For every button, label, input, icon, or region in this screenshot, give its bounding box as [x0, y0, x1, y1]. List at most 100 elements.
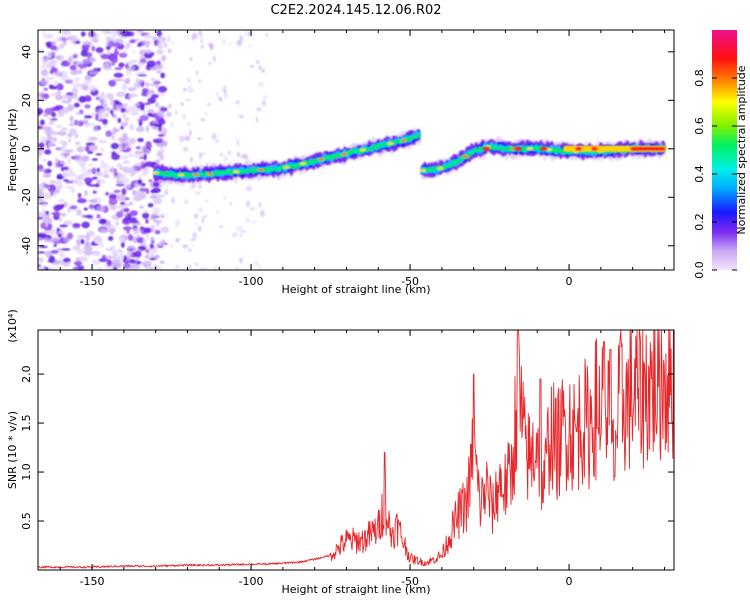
noise-blob	[135, 80, 144, 83]
noise-blob	[156, 70, 162, 74]
noise-blob	[126, 229, 130, 234]
noise-blob	[133, 82, 142, 89]
noise-blob	[69, 205, 78, 210]
snr-y-tick-label: 1.5	[20, 414, 33, 432]
noise-blob	[136, 222, 142, 226]
noise-blob	[91, 37, 100, 43]
noise-blob	[84, 104, 91, 109]
noise-blob	[63, 201, 68, 208]
noise-blob	[103, 112, 110, 118]
noise-blob	[129, 137, 135, 144]
noise-blob	[63, 149, 74, 153]
noise-blob	[145, 218, 149, 224]
noise-blob	[77, 209, 82, 216]
noise-blob	[240, 230, 247, 233]
noise-blob	[65, 185, 73, 189]
noise-blob	[139, 192, 146, 200]
noise-blob	[43, 87, 49, 91]
noise-blob	[239, 233, 243, 237]
noise-blob	[53, 180, 63, 185]
noise-blob	[144, 161, 155, 167]
noise-blob	[120, 147, 128, 150]
noise-blob	[135, 146, 141, 150]
noise-blob	[116, 193, 127, 200]
noise-blob	[142, 260, 152, 268]
noise-blob	[150, 94, 159, 99]
noise-blob	[167, 35, 171, 43]
noise-blob	[121, 187, 127, 196]
noise-blob	[100, 30, 110, 34]
noise-blob	[38, 192, 45, 198]
noise-blob	[114, 67, 123, 71]
ridge-mark	[415, 134, 421, 138]
noise-blob	[181, 113, 187, 120]
ridge-core	[257, 168, 264, 172]
noise-blob	[198, 152, 202, 159]
noise-blob	[117, 247, 122, 254]
noise-blob	[156, 30, 162, 37]
noise-blob	[115, 220, 120, 226]
noise-blob	[62, 141, 68, 147]
noise-blob	[149, 243, 154, 249]
noise-blob	[91, 158, 99, 161]
noise-blob	[128, 93, 138, 98]
colorbar-tick-label: 0.0	[693, 261, 706, 279]
noise-blob	[58, 36, 67, 41]
noise-blob	[43, 239, 53, 243]
noise-blob	[128, 152, 135, 158]
noise-blob	[70, 186, 75, 194]
noise-blob	[124, 197, 130, 201]
noise-blob	[150, 239, 155, 244]
noise-blob	[60, 127, 69, 131]
noise-blob	[90, 243, 99, 246]
noise-blob	[86, 123, 96, 126]
noise-blob	[40, 62, 48, 69]
noise-blob	[198, 30, 201, 36]
noise-blob	[200, 118, 206, 122]
noise-blob	[47, 142, 52, 148]
noise-blob	[84, 190, 88, 197]
noise-blob	[87, 41, 93, 46]
noise-blob	[61, 161, 68, 165]
noise-blob	[100, 98, 107, 105]
noise-blob	[57, 110, 65, 117]
noise-blob	[95, 47, 104, 54]
noise-blob	[115, 91, 126, 98]
noise-blob	[121, 50, 128, 54]
noise-blob	[99, 228, 108, 233]
noise-blob	[133, 102, 141, 107]
noise-blob	[100, 54, 111, 60]
noise-blob	[140, 261, 145, 266]
noise-blob	[40, 136, 46, 144]
noise-blob	[247, 31, 252, 37]
noise-blob	[99, 178, 106, 185]
noise-blob	[71, 93, 78, 99]
noise-blob	[112, 127, 117, 135]
noise-blob	[63, 155, 69, 159]
noise-blob	[77, 192, 82, 199]
noise-blob	[72, 245, 80, 251]
noise-blob	[214, 140, 220, 143]
noise-blob	[104, 124, 109, 128]
ridge-core	[206, 172, 213, 176]
noise-blob	[182, 244, 188, 249]
snr-y-label: SNR (10 * v/v)	[6, 411, 19, 489]
noise-blob	[41, 57, 50, 64]
ridge-segment	[419, 135, 667, 181]
ridge-mark	[449, 163, 455, 167]
noise-blob	[76, 180, 85, 187]
noise-blob	[40, 266, 45, 270]
noise-blob	[117, 256, 122, 262]
noise-blob	[40, 69, 49, 77]
noise-blob	[145, 125, 150, 133]
noise-blob	[145, 81, 149, 88]
noise-blob	[134, 150, 145, 155]
ridge-core	[341, 152, 348, 156]
noise-blob	[89, 136, 98, 141]
noise-blob	[122, 166, 132, 173]
noise-blob	[189, 264, 192, 270]
ridge-mark	[164, 171, 170, 174]
noise-blob	[238, 114, 244, 119]
noise-blob	[117, 198, 128, 202]
ridge-core	[437, 166, 444, 170]
